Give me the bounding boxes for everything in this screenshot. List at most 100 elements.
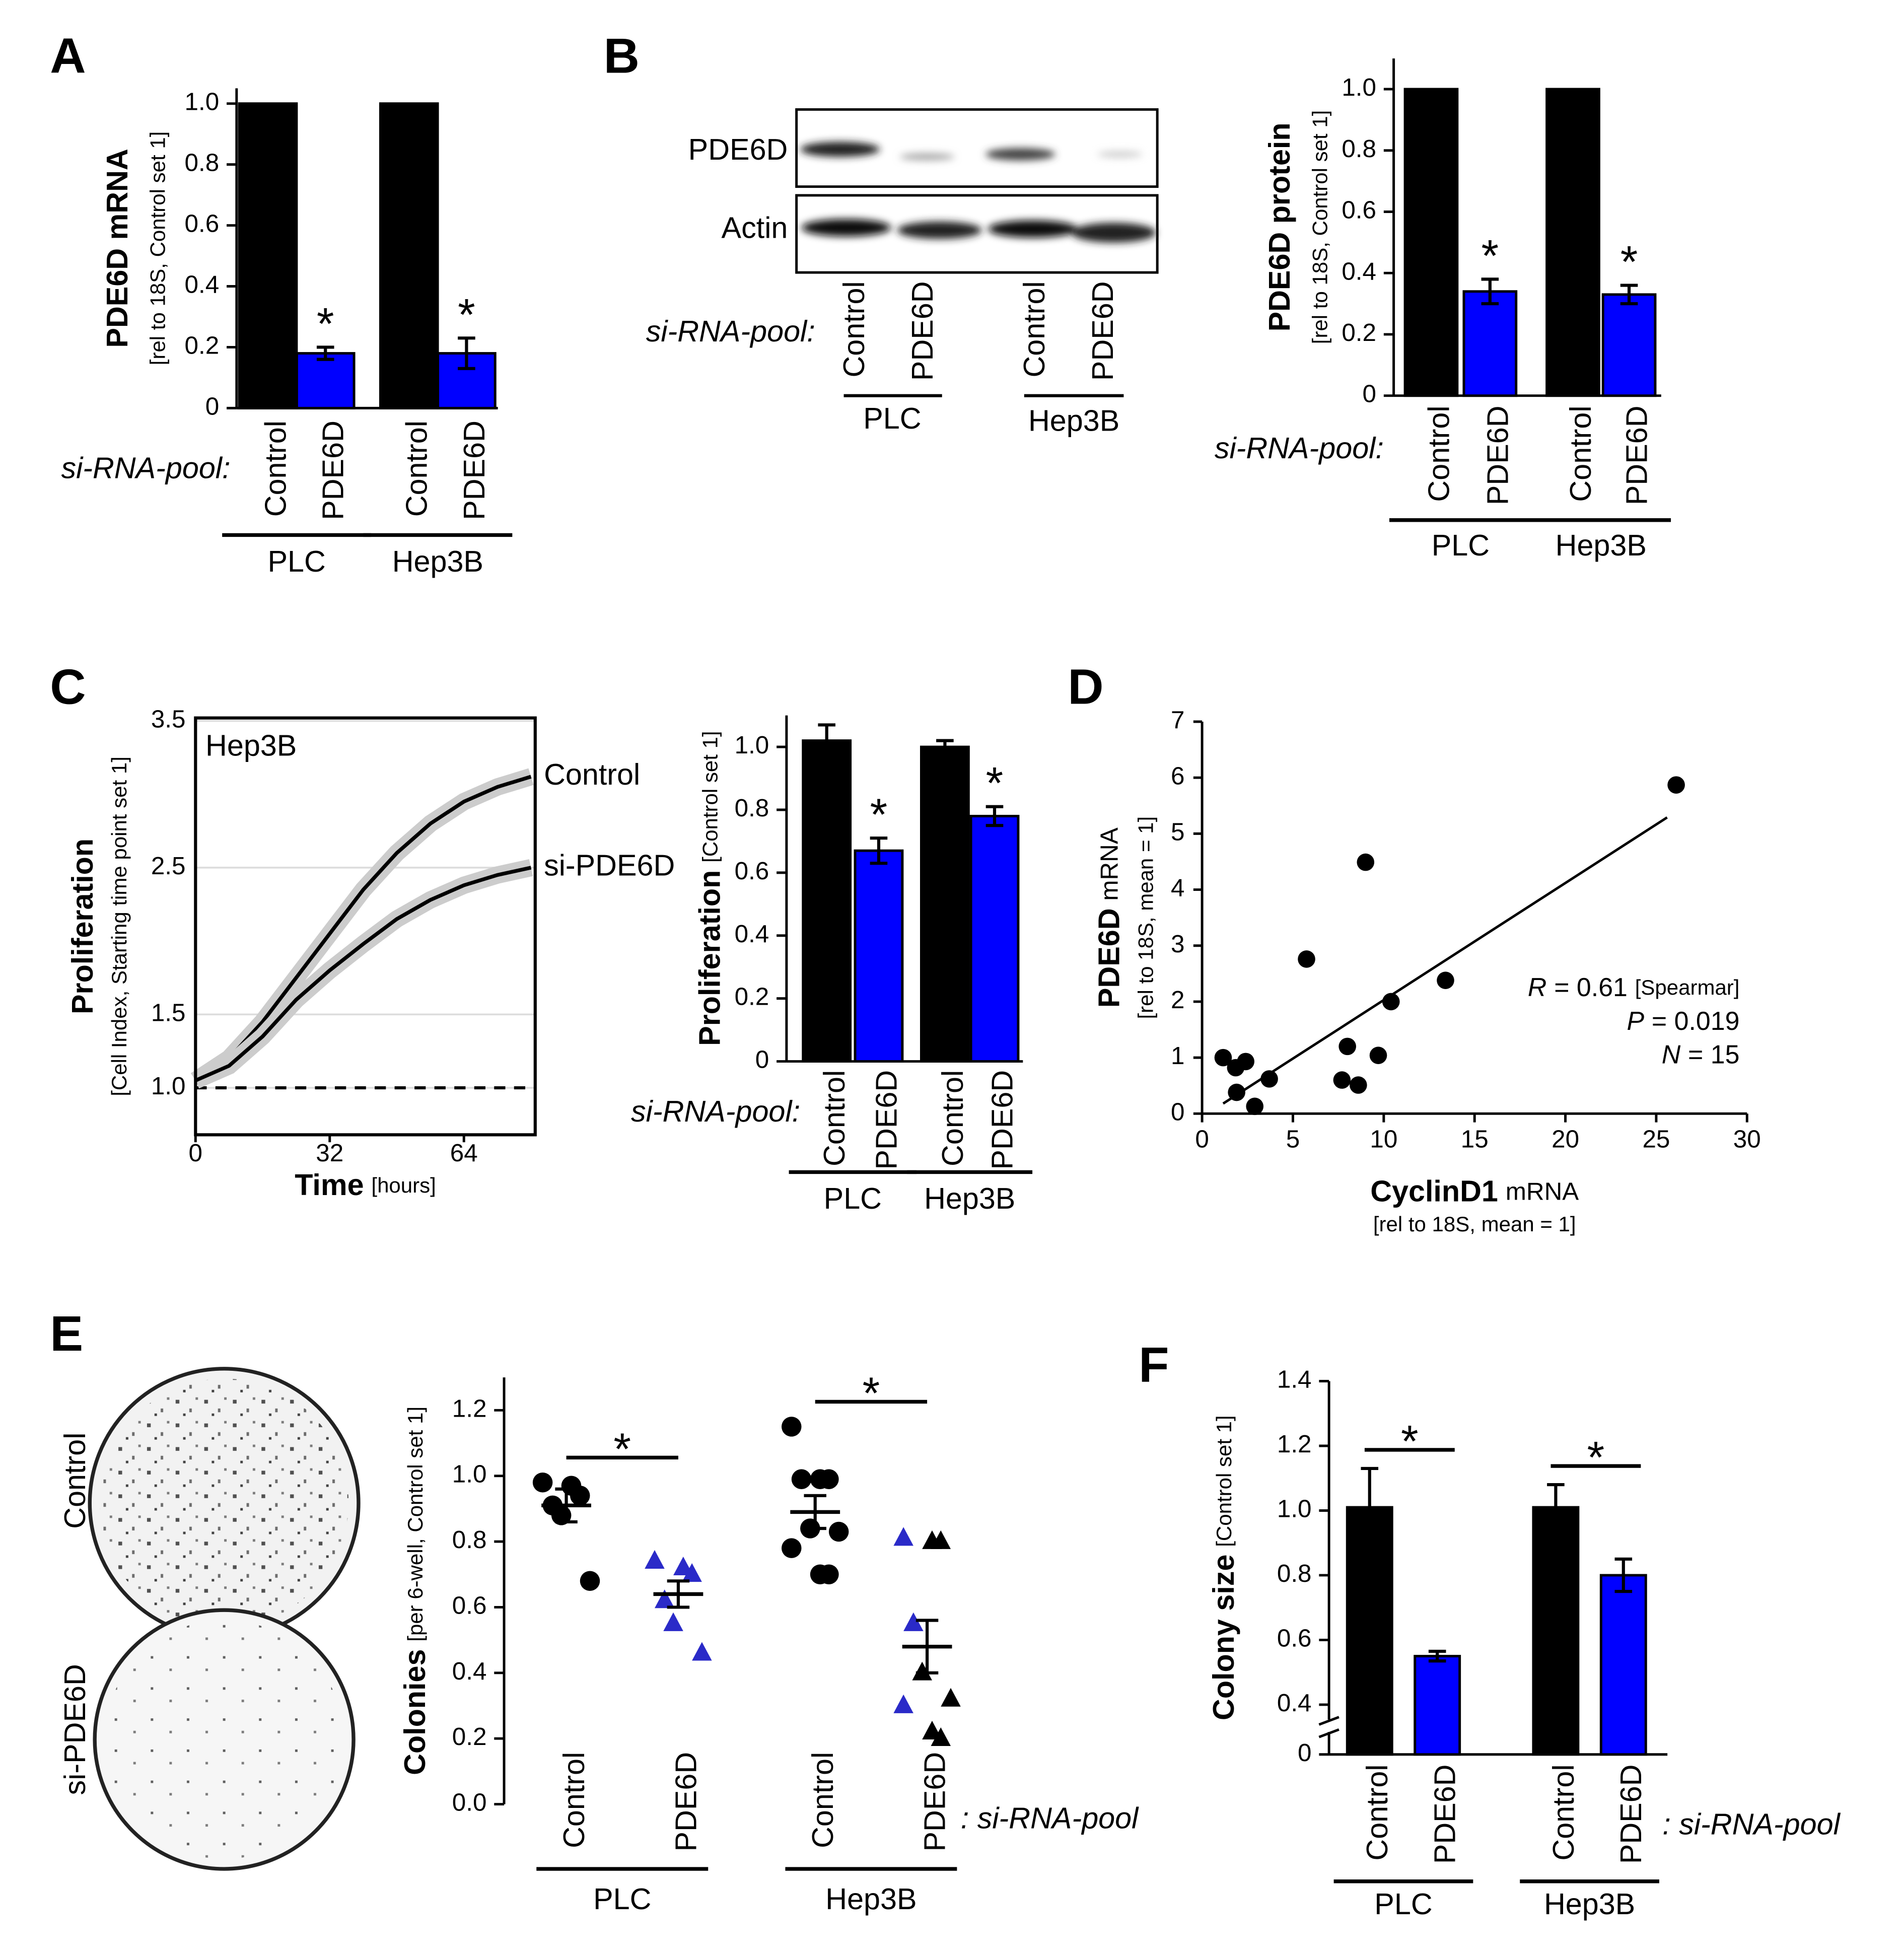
data-point xyxy=(791,1469,812,1489)
y-tick-label: 2 xyxy=(1171,986,1184,1014)
panel-letter: E xyxy=(50,1306,83,1361)
y-tick-label: 0.4 xyxy=(452,1657,487,1685)
data-point xyxy=(645,1550,665,1569)
x-tick-label: PDE6D xyxy=(869,1070,903,1170)
y-axis-label: PDE6D protein xyxy=(1262,122,1296,331)
y-axis-label: PDE6D mRNA xyxy=(100,149,134,347)
y-tick-label: 0.4 xyxy=(1277,1689,1312,1717)
y-axis-label-part: Colony size xyxy=(1207,1555,1240,1720)
x-tick-label: 15 xyxy=(1461,1126,1489,1153)
axis-break xyxy=(1318,1728,1339,1738)
bar xyxy=(969,815,1020,1063)
x-tick-label: PDE6D xyxy=(1614,1765,1648,1864)
y-tick-label: 0.4 xyxy=(185,271,220,299)
y-tick-label: 3 xyxy=(1171,930,1184,958)
x-axis-label: Time [hours] xyxy=(295,1168,436,1202)
inset-title: Hep3B xyxy=(205,729,297,762)
y-tick-label: 0.6 xyxy=(1342,196,1376,224)
statistic-part: = 0.61 xyxy=(1554,972,1628,1002)
y-tick-label: 0.4 xyxy=(1342,257,1376,285)
y-tick-label: 0.8 xyxy=(735,794,769,822)
group-label: Hep3B xyxy=(392,544,483,578)
y-tick-label: 1.2 xyxy=(452,1394,487,1422)
group-label: Hep3B xyxy=(1544,1887,1635,1921)
x-tick-label: 10 xyxy=(1370,1126,1397,1153)
blot-lane-label: Control xyxy=(837,281,871,377)
x-axis-label-part: mRNA xyxy=(1506,1177,1579,1205)
statistic-part: P xyxy=(1627,1006,1645,1035)
bar xyxy=(1462,290,1518,397)
x-tick-label: PDE6D xyxy=(316,421,350,520)
data-point xyxy=(682,1563,702,1582)
statistic: P = 0.019 xyxy=(1627,1006,1740,1035)
category-suffix: : si-RNA-pool xyxy=(961,1801,1139,1835)
y-tick-label: 0.6 xyxy=(185,210,220,238)
panel-letter: B xyxy=(604,28,640,84)
panel-letter: A xyxy=(50,28,86,84)
x-axis-label-part: [hours] xyxy=(371,1173,436,1197)
x-tick-label: PDE6D xyxy=(669,1752,702,1852)
y-axis-label-part: Proliferation xyxy=(692,870,726,1046)
y-axis-label-part: PDE6D xyxy=(1092,908,1125,1008)
y-tick-label: 0.8 xyxy=(452,1526,487,1554)
group-label: PLC xyxy=(824,1181,882,1215)
y-tick-label: 0.8 xyxy=(185,149,220,177)
y-axis-sublabel: [rel to 18S, Control set 1] xyxy=(1308,110,1331,344)
bar xyxy=(379,102,439,409)
series-label: Control xyxy=(544,757,640,791)
series-line xyxy=(194,866,532,1082)
y-tick-label: 1.0 xyxy=(151,1072,186,1100)
panel-letter: C xyxy=(50,659,86,714)
y-tick-label: 1.0 xyxy=(1342,74,1376,101)
data-point xyxy=(1338,1037,1356,1056)
bar xyxy=(802,739,852,1063)
plate-label: Control xyxy=(58,1433,92,1529)
trendline xyxy=(1222,816,1668,1105)
data-point xyxy=(663,1612,683,1631)
group-label: Hep3B xyxy=(825,1882,916,1916)
bar xyxy=(1414,1655,1461,1756)
x-tick-label: Control xyxy=(1564,405,1597,502)
x-tick-label: Control xyxy=(557,1752,591,1848)
data-point xyxy=(580,1571,600,1591)
data-point xyxy=(1228,1083,1245,1101)
y-axis-label: PDE6D mRNA xyxy=(1092,827,1125,1008)
y-axis-label: Colony size [Control set 1] xyxy=(1207,1415,1240,1720)
category-prefix: si-RNA-pool: xyxy=(631,1094,800,1128)
data-point xyxy=(532,1472,553,1493)
x-tick-label: 0 xyxy=(189,1139,202,1167)
data-point xyxy=(1246,1097,1264,1115)
x-tick-label: Control xyxy=(1546,1765,1580,1861)
data-point xyxy=(1357,853,1375,871)
bar xyxy=(1599,1574,1647,1756)
x-tick-label: 64 xyxy=(450,1139,478,1167)
y-tick-label: 0.2 xyxy=(1342,319,1376,346)
panel-letter: D xyxy=(1068,659,1103,714)
western-blot: PDE6D Actin si-RNA-pool: Control PDE6D C… xyxy=(646,108,1159,438)
x-tick-label: 30 xyxy=(1733,1126,1761,1153)
bar xyxy=(1545,88,1600,397)
axis-break xyxy=(1318,1716,1339,1726)
data-point xyxy=(941,1688,961,1707)
y-tick-label: 4 xyxy=(1171,874,1184,902)
significance-label: * xyxy=(870,789,888,840)
y-axis-label-part: [per 6-well, Control set 1] xyxy=(403,1407,427,1642)
y-tick-label: 1.4 xyxy=(1277,1366,1312,1393)
data-point xyxy=(912,1661,932,1681)
blot-group-label: Hep3B xyxy=(1028,404,1119,438)
group-label: PLC xyxy=(1432,528,1490,562)
data-point xyxy=(893,1527,913,1546)
data-point xyxy=(931,1727,951,1747)
y-tick-label: 0.6 xyxy=(452,1591,487,1619)
blot-lane-label: Control xyxy=(1017,281,1051,377)
y-axis-sublabel: [Cell Index, Starting time point set 1] xyxy=(107,756,131,1096)
x-tick-label: 32 xyxy=(316,1139,343,1167)
y-tick-label: 0.6 xyxy=(1277,1624,1312,1652)
data-point xyxy=(828,1521,849,1542)
y-tick-label: 1.5 xyxy=(151,999,186,1026)
significance-label: * xyxy=(1587,1432,1605,1483)
data-point xyxy=(1350,1076,1367,1094)
x-tick-label: PDE6D xyxy=(1480,405,1514,505)
category-prefix: si-RNA-pool: xyxy=(1215,431,1384,465)
significance-label: * xyxy=(1401,1416,1419,1466)
